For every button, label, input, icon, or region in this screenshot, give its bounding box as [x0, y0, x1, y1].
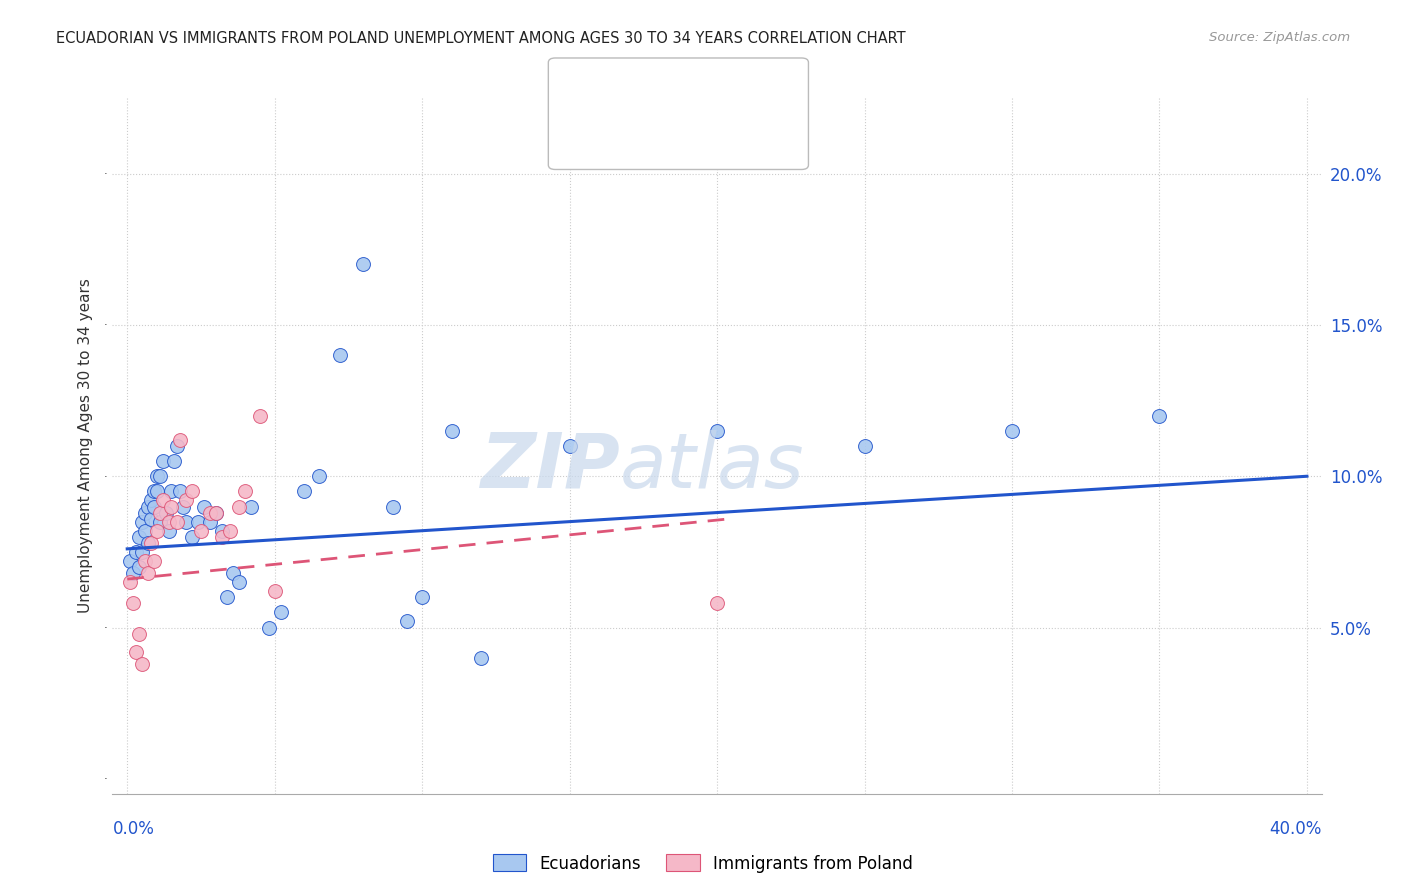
Point [329, 348, 352, 362]
Point [440, 424, 463, 438]
Point [558, 439, 581, 453]
Point [222, 566, 245, 580]
Point [233, 484, 256, 499]
Point [219, 524, 242, 538]
Point [152, 493, 174, 508]
Point [240, 500, 263, 514]
Point [145, 484, 167, 499]
Point [1149, 409, 1171, 423]
Point [470, 650, 492, 665]
Point [142, 484, 165, 499]
Point [211, 530, 233, 544]
Point [139, 536, 162, 550]
Point [204, 506, 226, 520]
Point [157, 524, 180, 538]
Point [125, 645, 148, 659]
Point [139, 493, 162, 508]
Point [134, 506, 156, 520]
Point [166, 515, 188, 529]
Point [193, 500, 215, 514]
Point [706, 424, 728, 438]
Point [190, 524, 212, 538]
Point [128, 560, 150, 574]
Point [706, 596, 728, 610]
Point [142, 500, 165, 514]
Point [149, 506, 172, 520]
Point [155, 506, 177, 520]
Point [149, 515, 172, 529]
Point [174, 515, 197, 529]
Point [122, 596, 145, 610]
Y-axis label: Unemployment Among Ages 30 to 34 years: Unemployment Among Ages 30 to 34 years [79, 278, 93, 614]
Point [187, 515, 209, 529]
Point [228, 575, 250, 590]
Point [172, 500, 194, 514]
Point [181, 484, 204, 499]
Point [136, 536, 159, 550]
Text: 0.153: 0.153 [651, 79, 707, 97]
Point [157, 515, 180, 529]
Text: 0.220: 0.220 [651, 130, 707, 148]
Point [217, 591, 239, 605]
Point [396, 615, 419, 629]
Point [169, 433, 191, 447]
Point [228, 500, 250, 514]
Point [142, 554, 165, 568]
Point [160, 500, 183, 514]
Point [308, 469, 330, 483]
Point [152, 454, 174, 468]
Point [139, 511, 162, 525]
Point [166, 439, 188, 453]
Point [163, 454, 186, 468]
Point [134, 524, 156, 538]
Text: R =: R = [612, 130, 651, 148]
Point [270, 606, 292, 620]
Point [292, 484, 315, 499]
Text: R =: R = [612, 79, 651, 97]
Point [145, 469, 167, 483]
Point [204, 506, 226, 520]
Point [381, 500, 404, 514]
Point [149, 469, 172, 483]
Point [160, 484, 183, 499]
Point [131, 657, 153, 671]
Point [181, 530, 204, 544]
Point [352, 258, 374, 272]
Point [131, 545, 153, 559]
Text: ECUADORIAN VS IMMIGRANTS FROM POLAND UNEMPLOYMENT AMONG AGES 30 TO 34 YEARS CORR: ECUADORIAN VS IMMIGRANTS FROM POLAND UNE… [56, 31, 905, 46]
Point [136, 566, 159, 580]
Point [211, 524, 233, 538]
Text: N =: N = [707, 130, 759, 148]
Point [263, 584, 285, 599]
Text: 40.0%: 40.0% [1270, 820, 1322, 838]
Point [128, 626, 150, 640]
Point [136, 500, 159, 514]
Point [198, 515, 221, 529]
Point [1001, 424, 1024, 438]
Text: N =: N = [707, 79, 759, 97]
Point [128, 530, 150, 544]
Point [249, 409, 271, 423]
Text: ZIP: ZIP [481, 430, 620, 504]
Point [853, 439, 876, 453]
Point [169, 484, 191, 499]
Point [411, 591, 433, 605]
Point [125, 545, 148, 559]
Legend: Ecuadorians, Immigrants from Poland: Ecuadorians, Immigrants from Poland [486, 847, 920, 880]
Text: 54: 54 [749, 79, 775, 97]
Point [174, 493, 197, 508]
Point [122, 566, 145, 580]
Point [134, 554, 156, 568]
Text: atlas: atlas [620, 430, 804, 504]
Point [145, 524, 167, 538]
Point [257, 620, 280, 634]
Point [120, 575, 142, 590]
Point [131, 515, 153, 529]
Text: Source: ZipAtlas.com: Source: ZipAtlas.com [1209, 31, 1350, 45]
Text: 28: 28 [749, 130, 775, 148]
Point [198, 506, 221, 520]
Point [120, 554, 142, 568]
Text: 0.0%: 0.0% [112, 820, 155, 838]
